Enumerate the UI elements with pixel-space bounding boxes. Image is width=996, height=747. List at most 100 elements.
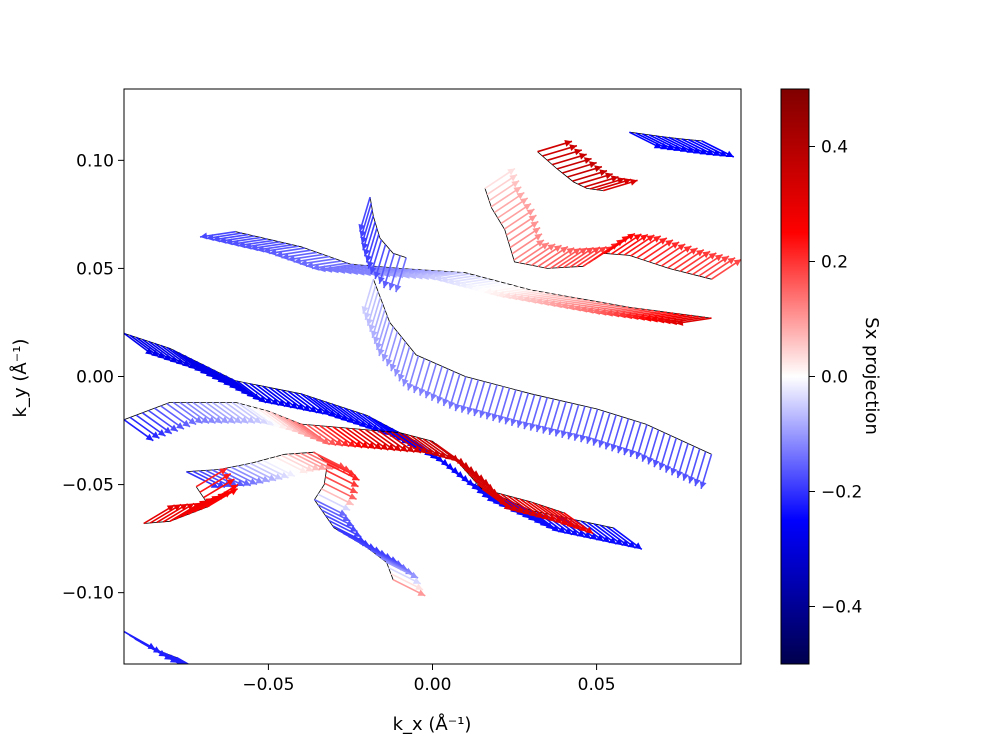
spin-arrow-head [602, 535, 611, 543]
spin-arrow-head [673, 144, 682, 151]
spin-arrow-head [589, 161, 597, 168]
spin-arrow-head [400, 444, 408, 452]
spin-arrow-head [586, 306, 594, 314]
spin-arrow-head [302, 404, 311, 412]
spin-arrow-head [596, 534, 604, 542]
spin-arrow-head [211, 495, 220, 503]
spin-arrow-head [440, 276, 448, 284]
spin-arrow-head [360, 236, 368, 245]
spin-arrow-head [605, 172, 613, 180]
spin-arrow-head [635, 451, 642, 459]
spin-arrow-head [516, 419, 524, 428]
spin-arrow-head [656, 316, 665, 324]
spin-arrow-head [534, 233, 542, 241]
spin-arrow-head [579, 247, 588, 255]
spin-arrow-head [324, 463, 333, 470]
spin-arrow-head [361, 441, 369, 449]
spin-arrow-head [179, 503, 188, 511]
spin-arrow-head [237, 241, 246, 249]
colorbar-tick-label: −0.2 [821, 483, 862, 503]
spin-arrow-head [566, 247, 575, 255]
spin-arrow-head [188, 664, 196, 671]
spin-arrow-head [201, 416, 209, 424]
spin-arrow-head [509, 293, 518, 301]
y-axis-label: k_y (Å⁻¹) [9, 339, 31, 418]
spin-arrow-head [286, 470, 295, 477]
spin-arrow [163, 652, 186, 664]
spin-arrow-head [188, 417, 197, 425]
spin-arrow-head [173, 504, 182, 511]
spin-arrow-head [664, 464, 672, 473]
spin-arrow-head [244, 242, 252, 250]
spin-arrow-head [485, 411, 492, 420]
spin-arrow-head [706, 148, 715, 156]
spin-arrow-head [378, 276, 385, 284]
spin-arrow-head [454, 403, 461, 412]
spin-arrow-head [426, 448, 434, 455]
spin-arrow-head [387, 443, 395, 451]
spin-arrow-head [374, 442, 382, 450]
spin-arrow-head [188, 362, 196, 370]
spin-arrow-head [346, 520, 354, 527]
spin-arrow-head [523, 203, 531, 211]
spin-arrow-head [513, 186, 522, 194]
spin-arrow-head [281, 253, 289, 261]
spin-arrow-head [670, 467, 678, 476]
spin-arrow-head [381, 353, 389, 362]
spin-arrow-head [293, 257, 302, 265]
spin-arrow-head [417, 589, 426, 596]
spin-arrow-head [261, 475, 270, 482]
spin-arrow-head [200, 232, 208, 240]
spin-arrow-head [367, 442, 376, 449]
spin-arrow-head [547, 244, 556, 251]
plot-content [124, 131, 741, 671]
spin-arrow-head [432, 449, 441, 457]
spin-arrow-head [157, 429, 166, 437]
spin-arrow-head [227, 416, 236, 424]
spin-arrow-head [393, 444, 402, 452]
spin-arrow-head [446, 278, 455, 285]
spin-arrow-head [283, 400, 292, 408]
spin-arrow-head [274, 473, 283, 480]
spin-arrow-head [598, 308, 607, 316]
spin-arrow-head [290, 402, 298, 409]
spin-arrow-head [342, 514, 351, 521]
spin-arrow-head [415, 272, 423, 280]
spin-arrow-head [309, 405, 317, 413]
spin-arrow-head [569, 144, 577, 151]
spin-arrow-head [637, 313, 645, 321]
spin-arrow-head [608, 537, 617, 545]
spin-arrow-head [535, 511, 544, 519]
spin-arrow-head [264, 397, 273, 404]
spin-arrow-head [560, 518, 569, 526]
colorbar-tick-label: 0.0 [821, 368, 848, 388]
spin-arrow-head [229, 488, 238, 496]
y-tick-label: 0.00 [76, 368, 114, 388]
spin-arrow-head [299, 466, 308, 473]
spin-arrow-head [553, 245, 562, 253]
spin-arrow-head [643, 314, 652, 322]
spin-arrow-head [532, 227, 541, 235]
spin-arrow-head [675, 319, 684, 326]
spin-arrow-head [522, 511, 530, 519]
spin-arrow-head [496, 291, 505, 299]
spin-arrow-head [719, 150, 728, 157]
spin-arrow-head [627, 233, 635, 241]
spin-arrow-head [460, 405, 467, 413]
spin-arrow-head [445, 453, 453, 460]
spin-arrow-head [663, 317, 671, 325]
spin-arrow-head [217, 493, 226, 500]
spin-arrow-head [699, 481, 707, 489]
spin-arrow-head [350, 480, 359, 487]
spin-arrow-head [366, 318, 373, 326]
spin-arrow-head [658, 462, 666, 470]
spin-arrow-head [377, 348, 385, 356]
spin-arrow-head [328, 438, 337, 446]
spin-arrow-head [303, 430, 312, 438]
spin-arrow-head [653, 142, 662, 149]
spin-arrow-head [268, 474, 276, 481]
spin-arrow-head [702, 251, 711, 259]
spin-arrow-head [145, 347, 153, 355]
band-edge-line [537, 151, 604, 191]
spin-arrow-head [535, 424, 543, 432]
